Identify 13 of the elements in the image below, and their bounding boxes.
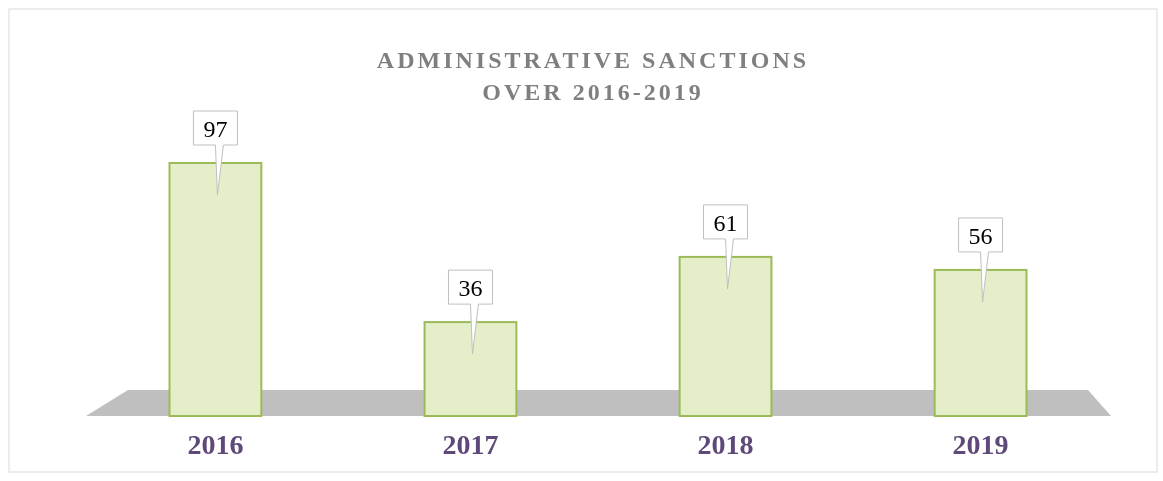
data-label: 61 bbox=[713, 209, 738, 236]
data-label: 56 bbox=[968, 222, 993, 249]
chart-title: ADMINISTRATIVE SANCTIONS OVER 2016-2019 bbox=[376, 47, 810, 105]
bar bbox=[678, 255, 773, 417]
bar bbox=[933, 268, 1028, 417]
data-label: 36 bbox=[458, 275, 483, 302]
x-tick-label: 2018 bbox=[697, 429, 754, 460]
x-tick-label: 2019 bbox=[952, 429, 1009, 460]
bar bbox=[168, 162, 263, 417]
bar bbox=[423, 321, 518, 417]
x-tick-label: 2017 bbox=[442, 429, 499, 460]
data-label: 97 bbox=[203, 116, 228, 142]
x-tick-label: 2016 bbox=[187, 429, 244, 460]
